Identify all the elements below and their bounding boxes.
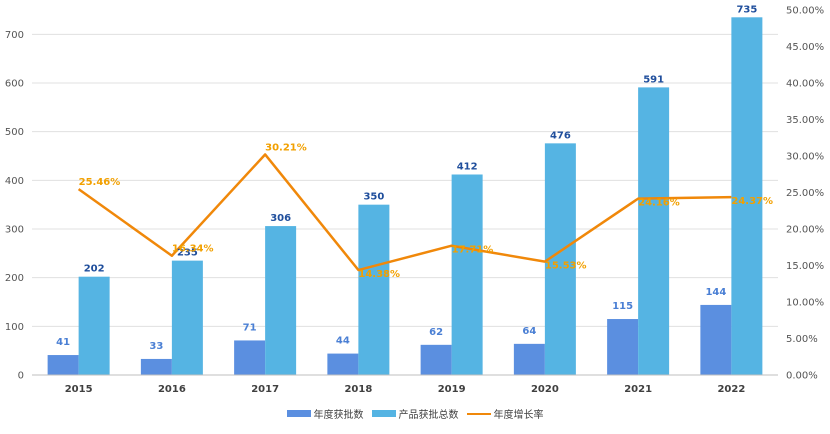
data-label-growth: 14.38%: [358, 269, 400, 280]
data-label-growth: 16.34%: [172, 244, 214, 255]
legend-swatch-growth: [466, 412, 491, 415]
x-axis: 2015 2016 2017 2018 2019 2020 2021 2022: [32, 374, 778, 395]
x-tick-label: 2015: [65, 384, 93, 395]
y-left-tick-label: 700: [5, 30, 24, 41]
y-right-tick-label: 45.00%: [786, 42, 824, 53]
legend-item-total: 产品获批总数: [371, 406, 459, 421]
data-label-growth: 24.37%: [731, 196, 773, 207]
bar-annual: [420, 344, 452, 375]
data-label-growth: 25.46%: [79, 177, 121, 188]
y-right-tick-label: 35.00%: [786, 115, 824, 126]
bar-total: [451, 174, 483, 375]
legend-swatch-annual: [286, 410, 311, 417]
y-right-tick-label: 30.00%: [786, 152, 824, 163]
data-label-total: 476: [550, 130, 571, 141]
data-label-total: 591: [643, 74, 664, 85]
x-tick-label: 2019: [438, 384, 466, 395]
legend-item-growth: 年度增长率: [466, 406, 544, 421]
bar-total: [265, 226, 297, 375]
data-label-total: 412: [457, 161, 478, 172]
bar-total: [78, 276, 110, 375]
data-label-annual: 62: [429, 327, 443, 338]
legend-label-annual: 年度获批数: [313, 410, 364, 421]
y-left-tick-label: 100: [5, 322, 24, 333]
legend: 年度获批数 产品获批总数 年度增长率: [0, 406, 830, 421]
x-tick-label: 2017: [251, 384, 279, 395]
data-label-growth: 24.16%: [638, 198, 680, 209]
data-label-growth: 15.53%: [545, 261, 587, 272]
y-right-tick-label: 5.00%: [786, 334, 818, 345]
bar-annual: [234, 340, 266, 375]
bar-annual: [140, 358, 172, 375]
y-right-tick-label: 0.00%: [786, 371, 818, 382]
x-tick-label: 2016: [158, 384, 186, 395]
x-tick-label: 2020: [531, 384, 559, 395]
y-left-tick-label: 500: [5, 127, 24, 138]
y-right-tick-label: 10.00%: [786, 298, 824, 309]
data-label-annual: 115: [612, 301, 633, 312]
left-axis: 0 100 200 300 400 500 600 700: [5, 30, 24, 382]
legend-label-growth: 年度增长率: [493, 410, 544, 421]
legend-label-total: 产品获批总数: [398, 410, 459, 421]
bar-total: [171, 260, 203, 375]
bar-annual: [47, 355, 79, 375]
y-left-tick-label: 600: [5, 79, 24, 90]
legend-swatch-total: [371, 410, 396, 417]
data-label-total: 350: [363, 192, 384, 203]
y-left-tick-label: 300: [5, 225, 24, 236]
growth-line: [77, 153, 732, 272]
right-axis: 0.00% 5.00% 10.00% 15.00% 20.00% 25.00% 30.00%…: [786, 6, 824, 382]
grid-lines: [32, 33, 778, 327]
bar-annual: [607, 319, 639, 375]
y-right-tick-label: 40.00%: [786, 79, 824, 90]
y-right-tick-label: 50.00%: [786, 6, 824, 17]
legend-item-annual: 年度获批数: [286, 406, 364, 421]
data-label-growth: 30.21%: [265, 142, 307, 153]
bar-annual: [327, 353, 359, 375]
x-tick-label: 2021: [624, 384, 652, 395]
y-left-tick-label: 0: [18, 371, 24, 382]
y-right-tick-label: 15.00%: [786, 261, 824, 272]
bars: [47, 17, 763, 376]
bar-annual: [513, 343, 545, 375]
data-label-annual: 44: [336, 336, 350, 347]
x-tick-label: 2022: [717, 384, 745, 395]
y-left-tick-label: 400: [5, 176, 24, 187]
data-labels: 41 202 33 235 71 306 44 350 62 412 64 476 115 591 144 7…: [56, 4, 773, 352]
data-label-growth: 17.71%: [452, 245, 494, 256]
data-label-annual: 64: [522, 326, 536, 337]
y-left-tick-label: 200: [5, 273, 24, 284]
data-label-annual: 144: [705, 287, 726, 298]
bar-total: [358, 204, 390, 375]
data-label-total: 306: [270, 213, 291, 224]
y-right-tick-label: 20.00%: [786, 225, 824, 236]
growth-line-path: [77, 153, 732, 272]
data-label-annual: 41: [56, 337, 70, 348]
data-label-annual: 71: [243, 322, 257, 333]
data-label-total: 735: [736, 4, 757, 15]
bar-total: [731, 17, 763, 376]
data-label-annual: 33: [149, 341, 163, 352]
y-right-tick-label: 25.00%: [786, 188, 824, 199]
x-tick-label: 2018: [344, 384, 372, 395]
bar-total: [638, 87, 670, 375]
bar-annual: [700, 304, 732, 375]
data-label-total: 202: [84, 264, 105, 275]
data-label-total: 235: [177, 248, 198, 259]
